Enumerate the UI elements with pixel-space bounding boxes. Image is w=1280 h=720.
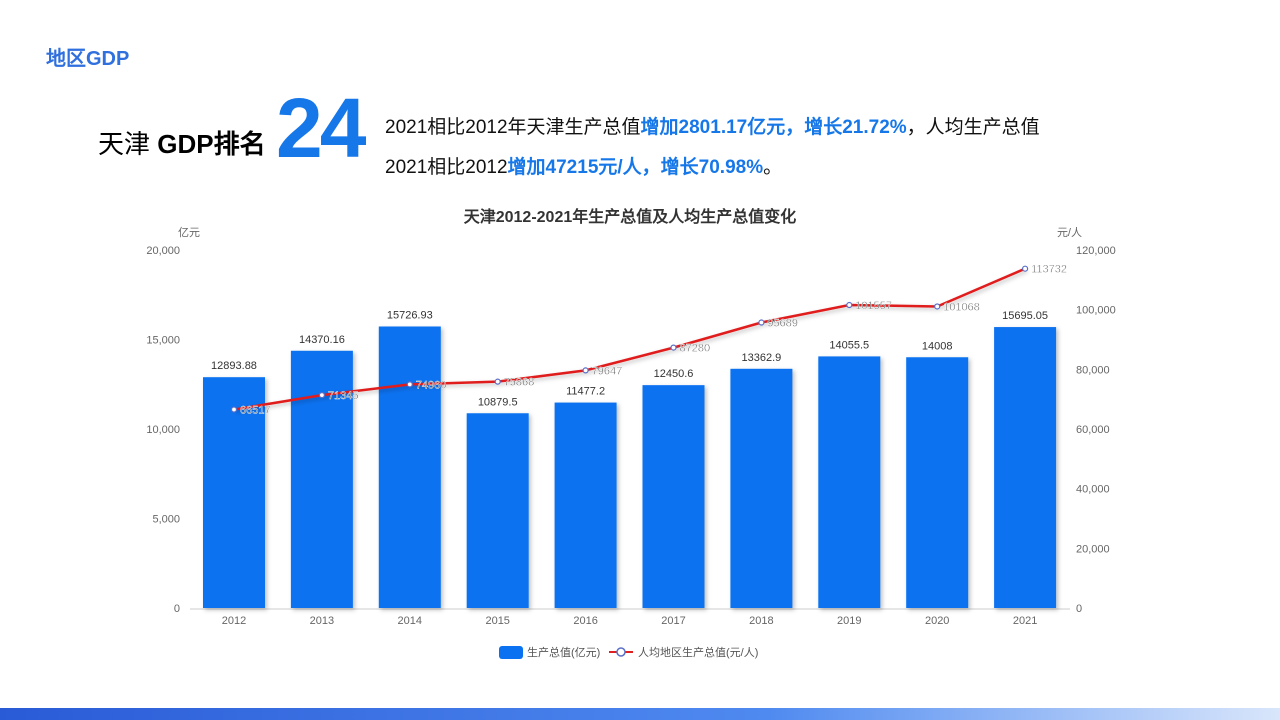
gdp-bar	[730, 368, 793, 608]
x-tick-label: 2017	[661, 615, 685, 627]
bar-value-label: 13362.9	[742, 352, 782, 364]
chart-title: 天津2012-2021年生产总值及人均生产总值变化	[464, 207, 797, 226]
bar-value-label: 12893.88	[211, 360, 257, 372]
line-value-label: 95689	[767, 318, 798, 330]
bar-value-label: 10879.5	[478, 396, 518, 408]
x-tick-label: 2016	[573, 615, 597, 627]
line-point	[230, 406, 238, 413]
x-tick-label: 2018	[749, 615, 773, 627]
summary-part: ，人均生产总值	[906, 117, 1040, 138]
left-tick-label: 15,000	[146, 335, 180, 347]
section-title: 地区GDP	[46, 48, 130, 70]
line-value-label: 66517	[240, 405, 271, 417]
per-capita-line	[233, 267, 1026, 411]
left-tick-label: 5,000	[152, 514, 180, 526]
line-value-label: 101557	[855, 300, 892, 312]
gdp-bar	[466, 413, 529, 608]
x-tick-label: 2014	[398, 615, 422, 627]
line-point	[758, 319, 765, 326]
ranking-value: 24	[276, 81, 366, 175]
line-point	[318, 392, 325, 399]
gdp-bar	[203, 377, 265, 608]
line-value-label: 79647	[592, 365, 623, 377]
legend: 生产总值(亿元) 人均地区生产总值(元/人)	[499, 645, 758, 659]
gdp-bar	[994, 327, 1057, 608]
right-tick-label: 60,000	[1076, 424, 1110, 436]
x-tick-label: 2015	[485, 615, 509, 627]
gdp-bar	[906, 357, 969, 608]
gdp-bar	[554, 402, 617, 608]
line-point	[670, 344, 677, 351]
line-point	[934, 303, 941, 310]
bar-value-label: 11477.2	[566, 386, 605, 398]
line-point	[1021, 265, 1029, 272]
line-value-label: 101068	[943, 301, 980, 313]
ranking-label: 天津 GDP排名	[98, 124, 266, 161]
bar-value-label: 15726.93	[387, 309, 433, 321]
bar-value-label: 12450.6	[654, 368, 694, 380]
summary-text: 2021相比2012年天津生产总值增加2801.17亿元，增长21.72%，人均…	[385, 108, 1040, 188]
x-tick-label: 2020	[925, 615, 949, 627]
x-tick-label: 2019	[837, 615, 861, 627]
line-value-label: 74960	[416, 379, 447, 391]
right-tick-label: 0	[1076, 603, 1082, 615]
right-tick-label: 40,000	[1076, 484, 1110, 496]
line-point	[582, 367, 589, 374]
left-axis-unit: 亿元	[178, 226, 200, 239]
right-tick-label: 100,000	[1076, 305, 1116, 317]
line-value-label: 71345	[328, 390, 359, 402]
bar-value-label: 14008	[922, 340, 953, 352]
bar-value-label: 15695.05	[1002, 310, 1048, 322]
right-tick-label: 80,000	[1076, 364, 1110, 376]
footer-bar	[0, 708, 1280, 720]
summary-highlight: 增加2801.17亿元，增长21.72%	[640, 117, 907, 138]
ranking-text: GDP排名	[157, 129, 266, 159]
line-point	[494, 378, 501, 385]
bar-value-label: 14055.5	[829, 339, 869, 351]
line-point	[846, 301, 853, 309]
left-tick-label: 10,000	[146, 424, 180, 436]
summary-highlight: 增加47215元/人，增长70.98%	[507, 157, 764, 178]
legend-bar-swatch	[499, 646, 523, 659]
summary-part: 2021相比2012年天津生产总值	[385, 117, 641, 138]
left-tick-label: 0	[174, 603, 180, 615]
gdp-bar	[378, 326, 441, 608]
gdp-bar	[642, 385, 705, 608]
city-name: 天津	[98, 129, 151, 159]
x-tick-label: 2013	[310, 615, 334, 627]
line-value-label: 113732	[1031, 264, 1067, 276]
gdp-bar	[818, 356, 881, 608]
summary-part: 。	[763, 157, 783, 178]
x-tick-label: 2012	[222, 615, 246, 627]
bar-value-label: 14370.16	[299, 334, 345, 346]
line-point	[406, 381, 413, 388]
line-value-label: 75868	[504, 377, 535, 389]
right-axis-unit: 元/人	[1057, 226, 1082, 239]
left-tick-label: 20,000	[146, 245, 180, 257]
line-value-label: 87280	[680, 343, 711, 355]
right-tick-label: 120,000	[1076, 245, 1116, 257]
right-tick-label: 20,000	[1076, 543, 1110, 555]
x-tick-label: 2021	[1013, 615, 1037, 627]
legend-line-marker	[616, 647, 626, 657]
summary-part: 2021相比2012	[385, 157, 508, 178]
legend-line-label: 人均地区生产总值(元/人)	[638, 645, 758, 659]
legend-bar-label: 生产总值(亿元)	[527, 645, 600, 659]
